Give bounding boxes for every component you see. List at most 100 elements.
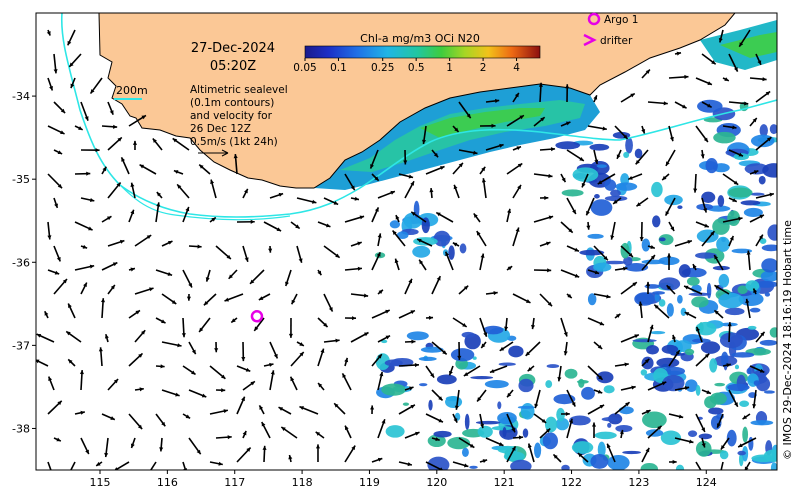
chlorophyll-patch bbox=[652, 215, 660, 227]
chlorophyll-patch bbox=[572, 441, 593, 454]
chlorophyll-patch bbox=[695, 252, 717, 258]
chlorophyll-patch bbox=[565, 369, 578, 379]
map-time: 05:20Z bbox=[210, 59, 256, 74]
chlorophyll-patch bbox=[607, 423, 611, 428]
chlorophyll-patch bbox=[448, 245, 454, 259]
chlorophyll-patch bbox=[701, 341, 720, 354]
chlorophyll-patch bbox=[433, 431, 451, 438]
chlorophyll-patch bbox=[667, 303, 674, 317]
chlorophyll-patch bbox=[523, 428, 528, 437]
chlorophyll-patch bbox=[707, 283, 711, 299]
chlorophyll-patch bbox=[545, 380, 552, 388]
altimetry-note-line-4: 26 Dec 12Z bbox=[190, 123, 251, 135]
chlorophyll-patch bbox=[587, 234, 603, 239]
chlorophyll-patch bbox=[747, 368, 752, 374]
chlorophyll-patch bbox=[714, 383, 725, 386]
chlorophyll-patch bbox=[765, 293, 770, 297]
credit-text: © IMOS 29-Dec-2024 18:16:19 Hobart time bbox=[781, 220, 794, 460]
chlorophyll-patch bbox=[770, 327, 780, 337]
chlorophyll-patch bbox=[562, 189, 584, 196]
lat-tick-label: -38 bbox=[12, 422, 30, 435]
colorbar-tick-label: 0.25 bbox=[371, 62, 394, 74]
latitude-axis: -34-35-36-37-38 bbox=[12, 90, 36, 435]
lon-tick-label: 121 bbox=[494, 476, 515, 489]
chlorophyll-patch bbox=[676, 465, 684, 474]
chlorophyll-patch bbox=[403, 403, 409, 406]
chlorophyll-patch bbox=[594, 194, 600, 199]
chlorophyll-patch bbox=[419, 357, 437, 361]
chlorophyll-patch bbox=[604, 385, 615, 393]
chlorophyll-patch bbox=[581, 387, 595, 400]
chlorophyll-patch bbox=[591, 199, 613, 216]
colorbar-tick-label: 0.5 bbox=[408, 62, 425, 74]
chlorophyll-patch bbox=[445, 396, 462, 408]
argo-legend-label: Argo 1 bbox=[604, 14, 638, 26]
chlorophyll-patch bbox=[604, 179, 616, 190]
chlorophyll-patch bbox=[503, 427, 507, 437]
chlorophyll-patch bbox=[407, 331, 429, 340]
chlorophyll-patch bbox=[713, 132, 735, 144]
chlorophyll-patch bbox=[470, 376, 493, 379]
chlorophyll-patch bbox=[465, 414, 470, 430]
velocity-arrow-head-icon bbox=[146, 474, 150, 478]
altimetry-note-line-5: 0.5m/s (1kt 24h) bbox=[190, 136, 278, 148]
chlorophyll-patch bbox=[742, 427, 748, 443]
chlorophyll-patch bbox=[679, 264, 691, 278]
velocity-arrow-head-icon bbox=[718, 476, 722, 480]
lon-tick-label: 122 bbox=[561, 476, 582, 489]
velocity-arrow-head-icon bbox=[68, 472, 72, 477]
map-date: 27-Dec-2024 bbox=[191, 41, 275, 56]
chlorophyll-patch bbox=[534, 442, 541, 458]
lat-tick-label: -35 bbox=[12, 173, 30, 186]
chlorophyll-patch bbox=[589, 144, 609, 151]
chlorophyll-patch bbox=[709, 358, 717, 372]
chlorophyll-patch bbox=[642, 260, 665, 265]
chlorophyll-patch bbox=[651, 182, 663, 197]
chlorophyll-patch bbox=[547, 364, 560, 368]
chlorophyll-patch bbox=[718, 195, 725, 207]
chlorophyll-patch bbox=[590, 454, 608, 469]
chlorophyll-patch bbox=[593, 263, 611, 272]
chlorophyll-patch bbox=[595, 432, 617, 439]
chlorophyll-patch bbox=[419, 383, 427, 386]
chlorophyll-patch bbox=[677, 295, 683, 304]
chlorophyll-patch bbox=[607, 455, 629, 470]
colorbar-tick-label: 0.1 bbox=[330, 62, 347, 74]
colorbar-tick-label: 4 bbox=[513, 62, 520, 74]
chlorophyll-patch bbox=[619, 406, 634, 414]
chlorophyll-patch bbox=[761, 258, 778, 272]
chlorophyll-patch bbox=[469, 466, 477, 469]
lon-tick-label: 117 bbox=[224, 476, 245, 489]
chlorophyll-patch bbox=[412, 246, 430, 258]
altimetry-note-line-1: Altimetric sealevel bbox=[190, 84, 288, 96]
chlorophyll-patch bbox=[759, 176, 766, 185]
chlorophyll-patch bbox=[577, 380, 589, 384]
chlorophyll-patch bbox=[462, 448, 469, 457]
colorbar-title: Chl-a mg/m3 OCi N20 bbox=[360, 32, 480, 45]
chlorophyll-patch bbox=[706, 158, 718, 173]
chlorophyll-patch bbox=[760, 340, 778, 346]
lon-tick-label: 116 bbox=[157, 476, 178, 489]
chlorophyll-patch bbox=[634, 292, 655, 306]
chlorophyll-patch bbox=[731, 352, 754, 358]
chlorophyll-patch bbox=[632, 339, 656, 342]
chlorophyll-patch bbox=[451, 348, 474, 361]
lon-tick-label: 119 bbox=[359, 476, 380, 489]
chlorophyll-patch bbox=[625, 137, 633, 153]
chlorophyll-patch bbox=[602, 417, 622, 421]
chlorophyll-patch bbox=[685, 349, 694, 355]
contour-legend-label: 200m bbox=[116, 84, 148, 97]
lon-tick-label: 115 bbox=[89, 476, 110, 489]
chlorophyll-patch bbox=[728, 188, 752, 198]
chlorophyll-patch bbox=[650, 331, 665, 334]
lat-tick-label: -34 bbox=[12, 90, 30, 103]
chlorophyll-patch bbox=[716, 237, 730, 252]
chlorophyll-patch bbox=[478, 426, 493, 438]
chlorophyll-patch bbox=[725, 308, 745, 316]
chlorophyll-patch bbox=[762, 163, 785, 177]
chlorophyll-patch bbox=[735, 365, 739, 370]
chlorophyll-patch bbox=[555, 141, 580, 149]
chlorophyll-patch bbox=[750, 308, 761, 313]
chlorophyll-patch bbox=[734, 153, 749, 160]
chlorophyll-patch bbox=[642, 357, 654, 370]
